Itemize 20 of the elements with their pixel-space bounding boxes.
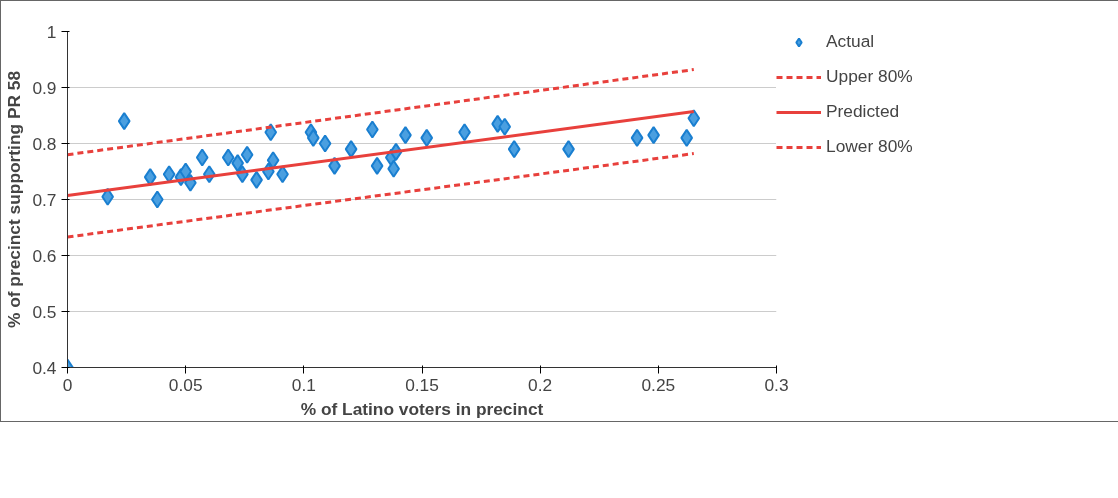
y-tick-label: 0.9 bbox=[32, 77, 57, 98]
x-tick-label: 0 bbox=[62, 374, 73, 395]
y-tick-label: 0.7 bbox=[32, 189, 57, 210]
y-tick-label: 0.4 bbox=[32, 357, 57, 378]
x-tick-label: 0.3 bbox=[764, 374, 789, 395]
x-axis-title: % of Latino voters in precinct bbox=[300, 398, 544, 419]
x-tick-label: 0.2 bbox=[528, 374, 553, 395]
legend-label: Lower 80% bbox=[826, 136, 913, 157]
y-tick-label: 0.6 bbox=[32, 245, 57, 266]
y-tick-label: 0.8 bbox=[32, 133, 57, 154]
y-axis-title: % of precinct supporting PR 58 bbox=[4, 70, 25, 329]
legend-label: Predicted bbox=[826, 101, 900, 122]
y-tick-label: 0.5 bbox=[32, 301, 57, 322]
x-tick-label: 0.1 bbox=[291, 374, 316, 395]
legend-label: Upper 80% bbox=[826, 66, 913, 87]
legend-label: Actual bbox=[826, 31, 875, 52]
x-tick-label: 0.05 bbox=[168, 374, 203, 395]
x-tick-label: 0.25 bbox=[641, 374, 676, 395]
x-tick-label: 0.15 bbox=[405, 374, 439, 395]
y-tick-label: 1 bbox=[46, 21, 57, 42]
